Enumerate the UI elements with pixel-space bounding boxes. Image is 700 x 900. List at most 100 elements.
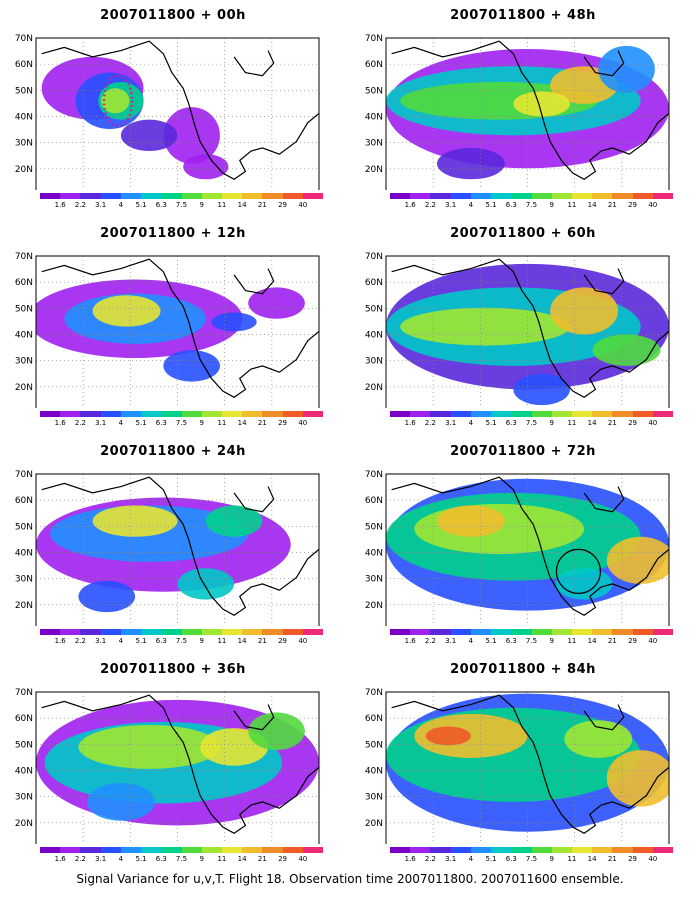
legend-swatch [120,629,142,635]
legend-swatch [60,629,81,635]
latitude-label: 50N [15,522,33,532]
legend-swatch [262,411,283,417]
legend-tick-label: 11 [567,637,577,645]
variance-contour-blob [92,505,178,537]
legend-swatch [242,193,263,199]
legend-color-bar [390,411,674,417]
legend-swatch [390,629,411,635]
legend-swatch [571,193,593,199]
legend-tick-label: 29 [628,201,638,209]
map-frame [385,473,670,626]
variance-contour-blob [163,107,220,164]
coastline [41,40,319,181]
legend-swatch [551,193,572,199]
panel-title: 2007011800 + 00h [100,8,246,23]
variance-map: 70N60N50N40N30N20N10N180160W140W120W100W… [365,252,670,408]
legend-swatch [571,847,593,853]
legend-tick-label: 21 [607,855,617,863]
legend-swatch [390,847,411,853]
legend-swatch [571,629,593,635]
legend-tick-label: 14 [237,855,247,863]
legend-tick-label: 7.5 [175,419,188,427]
variance-contour-blob [205,505,263,537]
legend-tick-label: 2.2 [74,419,86,427]
variance-contour-blob [78,724,220,769]
legend-swatch [181,847,202,853]
latitude-label: 50N [15,740,33,750]
legend-tick-label: 7.5 [525,419,538,427]
variance-contour-blob [592,334,661,366]
legend-tick-label: 29 [278,855,288,863]
legend-color-bar [40,629,324,635]
latitude-label: 40N [15,767,33,777]
legend-swatch [612,629,633,635]
legend-tick-label: 9 [199,855,204,863]
legend-swatch [551,629,572,635]
legend-tick-label: 2.2 [74,201,86,209]
latitude-label: 60N [365,496,383,506]
legend-tick-label: 9 [549,637,554,645]
latitude-label: 20N [365,165,383,175]
legend-swatch [511,847,532,853]
coastline [41,258,319,399]
variance-contour-blob [120,119,178,152]
legend-tick-label: 40 [648,637,658,645]
legend-swatch [221,629,243,635]
legend-swatch [531,193,552,199]
legend-swatch [531,847,552,853]
latitude-label: 70N [365,688,383,698]
legend-tick-label: 29 [628,419,638,427]
legend-swatch [262,847,283,853]
panel-title: 2007011800 + 72h [450,444,596,459]
latitude-label: 60N [365,714,383,724]
legend-tick-labels: 1.6 2.2 3.1 4 5.1 6.3 7.5 9 11 14 21 29 40 [390,201,673,213]
legend-swatch [221,411,243,417]
coastline [391,476,669,617]
legend-swatch [242,629,263,635]
legend-tick-label: 3.1 [95,419,107,427]
legend-swatch [430,411,451,417]
legend-swatch [201,411,222,417]
legend-tick-label: 5.1 [135,201,147,209]
latitude-label: 40N [365,331,383,341]
legend-tick-label: 40 [298,419,308,427]
variance-contour-blob [101,88,130,114]
legend-swatch [80,629,101,635]
legend-tick-label: 7.5 [525,855,538,863]
variance-contour-blob [248,712,305,751]
variance-map: 70N60N50N40N30N20N10N180160W140W120W100W… [365,470,670,626]
legend-tick-label: 14 [587,201,597,209]
legend-swatch [100,193,121,199]
legend-tick-label: 7.5 [525,637,538,645]
variance-contour-blob [177,568,235,600]
legend-tick-label: 4 [468,637,474,645]
panel-title: 2007011800 + 60h [450,226,596,241]
panel-title: 2007011800 + 36h [100,662,246,677]
legend-swatch [652,847,674,853]
legend-tick-label: 1.6 [54,419,66,427]
legend-swatch [491,847,512,853]
latitude-label: 30N [15,575,33,585]
legend-swatch [612,193,633,199]
legend-swatch [161,629,182,635]
latitude-label: 70N [365,34,383,44]
map-panel-48h: 2007011800 + 48h70N60N50N40N30N20N10N180… [358,8,688,209]
legend-swatch [410,629,431,635]
legend-tick-label: 21 [257,419,267,427]
latitude-label: 40N [365,549,383,559]
legend-tick-label: 7.5 [175,201,188,209]
legend-tick-label: 40 [648,855,658,863]
figure-caption: Signal Variance for u,v,T. Flight 18. Ob… [76,872,624,886]
variance-contour-blob [555,568,613,600]
legend-swatch [302,411,324,417]
legend-swatch [80,847,101,853]
legend-tick-label: 11 [217,855,227,863]
legend-tick-label: 9 [199,419,204,427]
legend-swatch [282,193,303,199]
legend-tick-label: 14 [587,855,597,863]
highlight-circle [555,548,602,594]
legend-tick-label: 5.1 [485,419,497,427]
legend-swatch [430,629,451,635]
color-legend: 1.6 2.2 3.1 4 5.1 6.3 7.5 9 11 14 21 29 40 [40,193,324,221]
latitude-label: 20N [15,383,33,393]
